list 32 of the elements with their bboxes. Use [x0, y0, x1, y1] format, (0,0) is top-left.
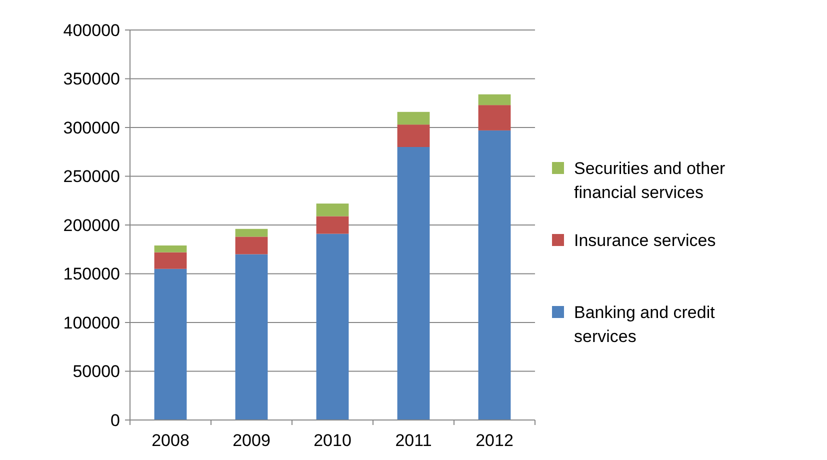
y-tick-label: 300000	[63, 118, 120, 138]
legend-label: Banking and credit services	[574, 302, 716, 346]
y-tick-label: 200000	[63, 216, 120, 235]
y-tick-label: 400000	[63, 20, 120, 40]
bar	[154, 245, 187, 252]
legend-label: Securities and other financial services	[574, 158, 726, 202]
bar	[397, 124, 430, 147]
bar	[478, 105, 511, 130]
bar	[316, 216, 349, 234]
y-tick-label: 350000	[63, 70, 120, 89]
bar	[235, 228, 268, 237]
y-tick-label: 150000	[63, 264, 120, 284]
bar	[316, 234, 349, 420]
y-tick-label: 250000	[63, 167, 120, 186]
bar	[397, 112, 430, 125]
bar	[478, 94, 511, 106]
bar	[154, 268, 187, 420]
x-tick-label: 2012	[476, 431, 514, 450]
x-tick-label: 2008	[152, 431, 190, 450]
bar	[478, 130, 511, 420]
y-tick-label: 100000	[63, 313, 120, 332]
y-tick-label: 0	[110, 410, 120, 430]
bar	[316, 204, 349, 216]
bar	[235, 236, 268, 254]
x-tick-label: 2009	[232, 431, 270, 450]
x-tick-label: 2011	[395, 431, 432, 450]
bar	[154, 252, 187, 269]
legend-label: Insurance services	[574, 230, 716, 250]
x-tick-label: 2010	[314, 431, 352, 450]
bar	[397, 147, 430, 420]
bar	[235, 254, 268, 420]
y-tick-label: 50000	[72, 362, 120, 382]
